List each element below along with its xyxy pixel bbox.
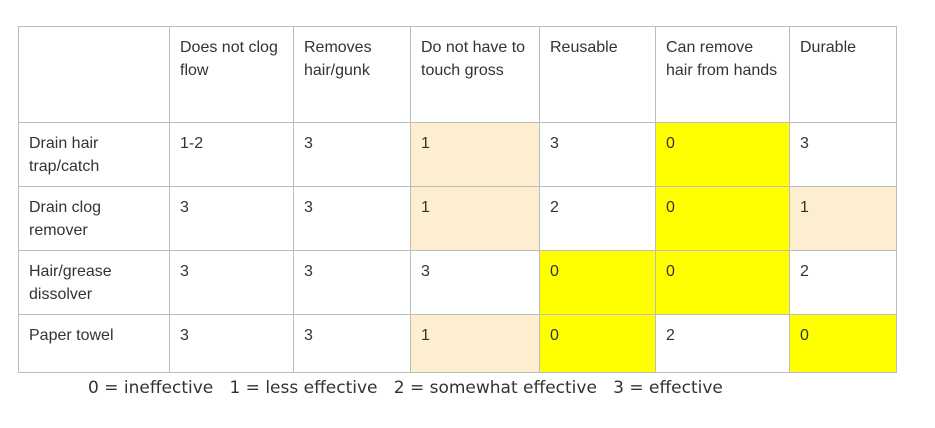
- header-row: Does not clog flow Removes hair/gunk Do …: [18, 26, 897, 123]
- row-label-hair-grease-dissolver: Hair/grease dissolver: [18, 250, 170, 315]
- table-row: Hair/grease dissolver 3 3 3 0 0 2: [18, 250, 897, 315]
- column-header-durable: Durable: [789, 26, 897, 123]
- rating-table: Does not clog flow Removes hair/gunk Do …: [18, 26, 897, 373]
- rating-cell: 3: [169, 250, 294, 315]
- row-label-drain-hair-trap: Drain hair trap/catch: [18, 122, 170, 187]
- row-label-paper-towel: Paper towel: [18, 314, 170, 373]
- rating-cell: 2: [789, 250, 897, 315]
- rating-cell: 3: [293, 250, 411, 315]
- rating-cell: 3: [789, 122, 897, 187]
- rating-cell: 2: [539, 186, 656, 251]
- row-label-drain-clog-remover: Drain clog remover: [18, 186, 170, 251]
- rating-cell: 1-2: [169, 122, 294, 187]
- column-header-does-not-clog-flow: Does not clog flow: [169, 26, 294, 123]
- rating-cell: 3: [169, 314, 294, 373]
- rating-legend: 0 = ineffective 1 = less effective 2 = s…: [88, 378, 723, 398]
- table-row: Paper towel 3 3 1 0 2 0: [18, 314, 897, 373]
- rating-cell: 3: [293, 186, 411, 251]
- rating-cell: 0: [539, 250, 656, 315]
- rating-cell: 3: [410, 250, 540, 315]
- column-header-reusable: Reusable: [539, 26, 656, 123]
- table-row: Drain hair trap/catch 1-2 3 1 3 0 3: [18, 122, 897, 187]
- rating-cell: 1: [410, 122, 540, 187]
- rating-cell: 0: [789, 314, 897, 373]
- column-header-remove-hair-from-hands: Can remove hair from hands: [655, 26, 790, 123]
- column-header-do-not-touch-gross: Do not have to touch gross: [410, 26, 540, 123]
- rating-cell: 0: [539, 314, 656, 373]
- rating-cell: 1: [410, 186, 540, 251]
- rating-cell: 1: [789, 186, 897, 251]
- rating-cell: 0: [655, 122, 790, 187]
- rating-cell: 1: [410, 314, 540, 373]
- rating-cell: 0: [655, 250, 790, 315]
- rating-cell: 3: [293, 314, 411, 373]
- table-row: Drain clog remover 3 3 1 2 0 1: [18, 186, 897, 251]
- column-header-removes-hair-gunk: Removes hair/gunk: [293, 26, 411, 123]
- rating-cell: 3: [539, 122, 656, 187]
- rating-cell: 3: [169, 186, 294, 251]
- rating-cell: 3: [293, 122, 411, 187]
- rating-cell: 2: [655, 314, 790, 373]
- rating-cell: 0: [655, 186, 790, 251]
- header-corner-cell: [18, 26, 170, 123]
